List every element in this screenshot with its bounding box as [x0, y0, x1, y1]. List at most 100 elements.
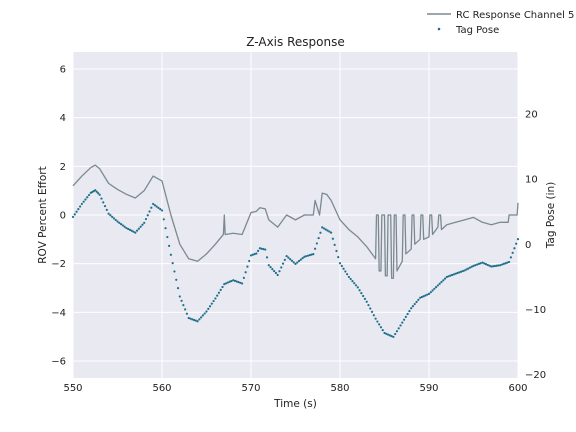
grid — [72, 52, 519, 378]
tag-pose-point — [283, 258, 286, 261]
tag-pose-point — [281, 262, 285, 265]
tag-pose-point — [287, 256, 290, 259]
tag-pose-point — [324, 228, 327, 231]
tag-pose-point — [388, 334, 391, 337]
tag-pose-point — [340, 264, 343, 268]
tag-pose-point — [504, 262, 507, 265]
tag-pose-point — [331, 237, 334, 240]
tag-pose-point — [278, 270, 281, 273]
series-layer — [71, 164, 520, 339]
tag-pose-point — [351, 280, 354, 283]
tag-pose-point — [459, 270, 463, 273]
tag-pose-point — [109, 214, 112, 217]
tag-pose-point — [176, 287, 180, 290]
tag-pose-point — [84, 198, 87, 201]
tag-pose-point — [111, 215, 114, 218]
tag-pose-point — [166, 235, 169, 239]
tag-pose-point — [399, 324, 402, 327]
tag-pose-point — [260, 247, 263, 250]
tag-pose-point — [376, 320, 379, 323]
tag-pose-point — [402, 318, 406, 321]
tag-pose-point — [484, 263, 488, 266]
tag-pose-point — [168, 244, 171, 247]
tag-pose-point — [103, 205, 107, 208]
tag-pose-point — [313, 247, 317, 250]
tag-pose-point — [203, 312, 206, 315]
tag-pose-point — [216, 294, 219, 297]
tag-pose-point — [326, 229, 329, 232]
tag-pose-point — [258, 247, 261, 250]
tag-pose-point — [241, 282, 244, 285]
tag-pose-point — [207, 307, 210, 310]
tag-pose-point — [95, 190, 98, 193]
tag-pose-point — [369, 307, 372, 310]
tag-pose-point — [467, 267, 470, 270]
tag-pose-point — [267, 264, 270, 267]
tag-pose-point — [264, 248, 267, 251]
legend-marker-swatch — [437, 27, 441, 31]
tag-pose-point — [463, 269, 466, 272]
y2-tick-label: 20 — [525, 109, 538, 120]
tag-pose-point — [157, 206, 160, 209]
tag-pose-point — [420, 295, 423, 299]
tag-pose-point — [386, 333, 390, 336]
tag-pose-point — [306, 254, 310, 257]
y-tick-label: −2 — [51, 259, 66, 270]
tag-pose-point — [301, 257, 304, 260]
y-tick-label: −4 — [51, 308, 66, 319]
tag-pose-point — [228, 280, 231, 283]
tag-pose-point — [152, 202, 155, 206]
tag-pose-point — [164, 227, 167, 230]
tag-pose-point — [100, 197, 103, 200]
tag-pose-point — [465, 268, 468, 271]
tag-pose-point — [112, 217, 116, 220]
y-tick-label: 0 — [60, 211, 66, 222]
tag-pose-point — [308, 254, 311, 257]
tag-pose-point — [381, 329, 384, 332]
tag-pose-point — [354, 284, 358, 287]
tag-pose-point — [160, 209, 164, 212]
tag-pose-point — [497, 264, 500, 267]
tag-pose-point — [191, 318, 194, 321]
tag-pose-point — [128, 228, 132, 231]
tag-pose-point — [137, 227, 140, 230]
tag-pose-point — [338, 262, 342, 265]
tag-pose-point — [321, 226, 324, 229]
tag-pose-point — [162, 218, 165, 221]
tag-pose-point — [159, 208, 162, 211]
tag-pose-point — [71, 215, 75, 219]
tag-pose-point — [342, 267, 345, 270]
tag-pose-point — [290, 259, 294, 262]
tag-pose-point — [224, 282, 228, 285]
tag-pose-point — [451, 273, 454, 277]
tag-pose-point — [75, 210, 78, 213]
tag-pose-point — [107, 212, 110, 215]
tag-pose-point — [452, 273, 456, 276]
tag-pose-point — [214, 297, 217, 300]
tag-pose-point — [189, 317, 192, 320]
tag-pose-point — [362, 294, 365, 298]
tag-pose-point — [408, 310, 411, 313]
tag-pose-point — [322, 227, 326, 230]
y-ticks: −6 −4 −2 0 2 4 6 — [51, 65, 66, 368]
tag-pose-point — [499, 264, 502, 267]
tag-pose-point — [330, 231, 333, 234]
tag-pose-point — [374, 317, 377, 320]
tag-pose-point — [395, 330, 399, 333]
tag-pose-point — [461, 269, 464, 273]
tag-pose-point — [410, 307, 413, 310]
tag-pose-point — [481, 261, 484, 264]
tag-pose-point — [232, 279, 235, 282]
tag-pose-point — [419, 296, 422, 299]
tag-pose-point — [226, 281, 229, 284]
tag-pose-point — [144, 217, 148, 221]
tag-pose-point — [394, 332, 397, 336]
x-tick-label: 570 — [241, 383, 260, 394]
tag-pose-point — [516, 238, 520, 241]
tag-pose-point — [134, 231, 137, 234]
tag-pose-point — [401, 321, 404, 324]
tag-pose-point — [486, 263, 489, 267]
tag-pose-point — [479, 262, 482, 265]
tag-pose-point — [208, 305, 212, 308]
tag-pose-point — [171, 262, 174, 265]
